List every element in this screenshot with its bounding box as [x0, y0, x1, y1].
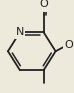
Text: O: O	[64, 40, 73, 50]
Text: N: N	[16, 27, 24, 37]
Text: O: O	[40, 0, 48, 9]
